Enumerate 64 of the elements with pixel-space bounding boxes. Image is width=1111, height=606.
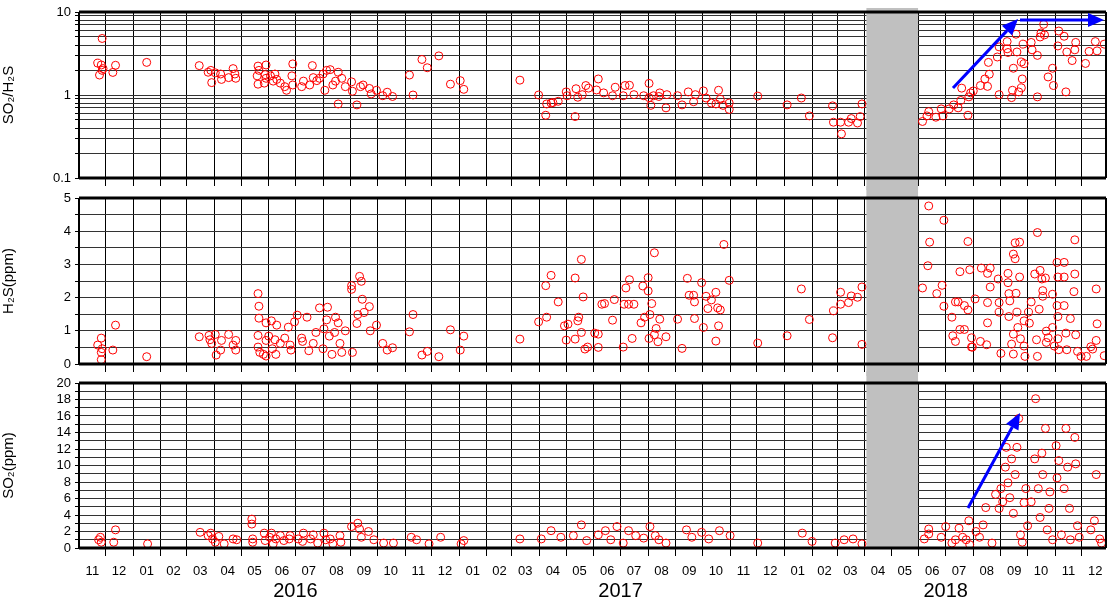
y-tick-label: 6 [63,490,71,506]
x-tick-label: 04 [220,563,235,579]
y-tick-label: 1 [63,86,71,102]
x-tick-label: 04 [870,563,886,579]
x-tick-label: 11 [85,563,100,579]
y-tick-label: 4 [63,506,71,522]
y-tick-label: 16 [56,407,71,423]
x-tick-label: 10 [383,563,398,579]
x-tick-label: 11 [1061,563,1076,579]
y-tick-label: 4 [63,222,71,238]
x-tick-label: 09 [681,563,697,579]
x-tick-label: 02 [492,563,507,579]
x-tick-label: 05 [572,563,587,579]
x-tick-label: 04 [545,563,561,579]
y-tick-label: 10 [56,3,71,19]
x-tick-label: 03 [192,563,208,579]
x-tick-label: 03 [518,563,533,579]
x-tick-label: 07 [626,563,642,579]
y-tick-label: 1 [63,322,71,338]
x-tick-label: 02 [817,563,832,579]
y-tick-label: 0 [63,539,71,555]
x-tick-label: 08 [979,563,994,579]
y-tick-label: 8 [63,473,71,489]
y-tick-label: 3 [63,255,71,271]
x-tick-label: 01 [139,563,154,579]
y-axis-title: SO₂(ppm) [0,432,17,499]
x-tick-label: 06 [599,563,615,579]
y-tick-label: 5 [63,189,71,205]
y-tick-label: 2 [63,523,71,539]
x2-tick-label: 2018 [923,578,968,601]
x-tick-label: 01 [465,563,480,579]
x-tick-label: 03 [843,563,858,579]
y-tick-label: 2 [63,289,71,305]
x-tick-label: 06 [274,563,290,579]
y-tick-label: 10 [56,457,71,473]
y-axis-title: SO₂/H₂S [0,65,17,125]
x-tick-label: 09 [356,563,372,579]
x-tick-label: 11 [736,563,751,579]
x-tick-label: 12 [762,563,778,579]
x-tick-label: 01 [790,563,806,579]
x-tick-label: 09 [1007,563,1022,579]
x-tick-label: 07 [301,563,317,579]
x-tick-label: 05 [897,563,912,579]
x-tick-label: 11 [411,563,426,579]
x-tick-label: 07 [951,563,967,579]
y-tick-label: 0.1 [52,169,71,185]
x-tick-label: 12 [437,563,453,579]
x2-tick-label: 2017 [598,578,643,601]
x-tick-label: 12 [1088,563,1103,579]
x-tick-label: 08 [329,563,344,579]
x-tick-label: 10 [1033,563,1049,579]
x-tick-label: 08 [654,563,669,579]
y-tick-label: 12 [56,440,71,456]
y-tick-label: 20 [56,374,71,390]
y-tick-label: 0 [63,355,71,371]
x2-tick-label: 2016 [273,578,318,601]
y-tick-label: 14 [56,424,71,440]
x-tick-label: 05 [247,563,262,579]
x-tick-label: 02 [166,563,181,579]
x-tick-label: 10 [708,563,724,579]
x-tick-label: 12 [111,563,127,579]
y-tick-label: 18 [56,391,71,407]
x-tick-label: 06 [925,563,940,579]
y-axis-title: H₂S(ppm) [0,248,17,314]
